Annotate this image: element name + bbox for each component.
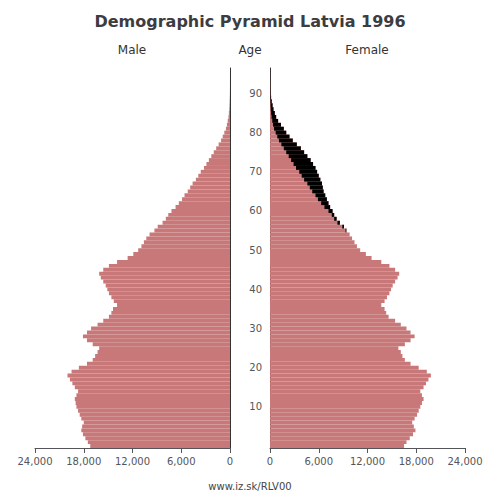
svg-text:30: 30 — [249, 323, 262, 334]
svg-text:Age: Age — [238, 43, 261, 57]
svg-text:18,000: 18,000 — [66, 456, 101, 467]
svg-text:60: 60 — [249, 205, 262, 216]
svg-text:6,000: 6,000 — [167, 456, 196, 467]
svg-text:50: 50 — [249, 245, 262, 256]
svg-text:20: 20 — [249, 362, 262, 373]
svg-text:24,000: 24,000 — [448, 456, 483, 467]
svg-text:24,000: 24,000 — [18, 456, 53, 467]
svg-text:18,000: 18,000 — [399, 456, 434, 467]
svg-text:80: 80 — [249, 127, 262, 138]
svg-text:0: 0 — [267, 456, 273, 467]
svg-text:Male: Male — [118, 43, 146, 57]
svg-text:90: 90 — [249, 88, 262, 99]
svg-text:6,000: 6,000 — [304, 456, 333, 467]
svg-text:Female: Female — [345, 43, 388, 57]
svg-text:12,000: 12,000 — [115, 456, 150, 467]
svg-text:40: 40 — [249, 284, 262, 295]
svg-text:70: 70 — [249, 166, 262, 177]
svg-text:0: 0 — [227, 456, 233, 467]
svg-text:Demographic Pyramid Latvia 199: Demographic Pyramid Latvia 1996 — [94, 12, 405, 31]
svg-text:10: 10 — [249, 401, 262, 412]
svg-text:12,000: 12,000 — [350, 456, 385, 467]
svg-text:www.iz.sk/RLV00: www.iz.sk/RLV00 — [208, 481, 291, 492]
